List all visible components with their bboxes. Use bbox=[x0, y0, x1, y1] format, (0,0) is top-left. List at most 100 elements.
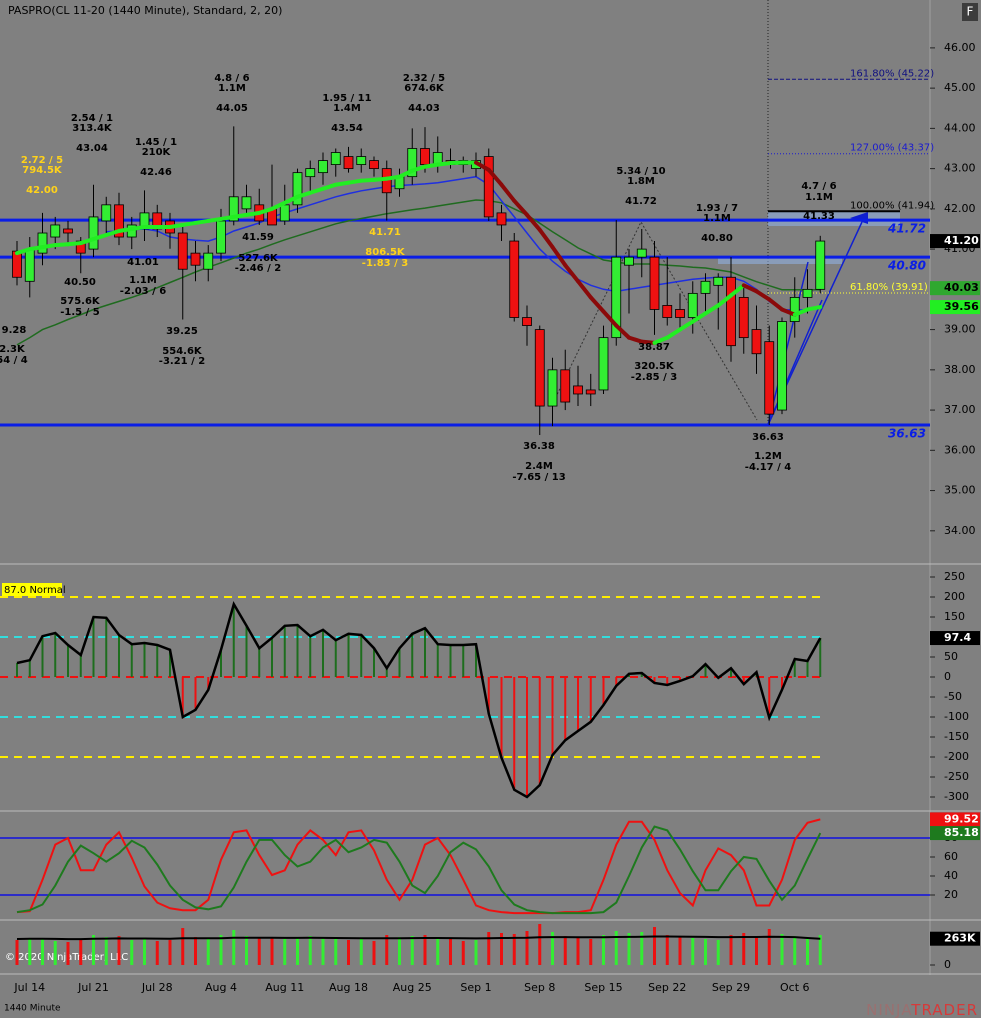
volume-bar bbox=[678, 937, 682, 965]
swing-label: 41.59 bbox=[242, 232, 274, 243]
candle-body bbox=[190, 252, 201, 266]
panel-button[interactable] bbox=[962, 3, 978, 21]
level-label: 40.80 bbox=[887, 259, 926, 273]
y-tick-label: 250 bbox=[944, 570, 965, 583]
candle-body bbox=[101, 204, 112, 222]
volume-bar bbox=[104, 937, 108, 965]
price-marker-label: 85.18 bbox=[944, 826, 979, 839]
volume-bar bbox=[117, 936, 121, 965]
volume-bar bbox=[423, 935, 427, 965]
swing-label: 1.95 / 11 bbox=[322, 93, 371, 104]
y-tick-label: 44.00 bbox=[944, 121, 976, 134]
swing-label: 2.72 / 5 bbox=[21, 155, 63, 166]
y-tick-label: 40 bbox=[944, 869, 958, 882]
volume-bar bbox=[143, 939, 146, 965]
swing-label: 806.5K bbox=[365, 247, 406, 258]
y-tick-label: 46.00 bbox=[944, 41, 976, 54]
indicator-label: 87.0 Normal bbox=[4, 585, 66, 596]
volume-bar bbox=[563, 936, 567, 965]
logo-part: TRADER bbox=[910, 1001, 978, 1018]
fast-average-segment bbox=[117, 226, 134, 233]
volume-bar bbox=[538, 924, 542, 965]
swing-label: 1.45 / 1 bbox=[135, 137, 177, 148]
price-marker-label: 39.56 bbox=[944, 300, 979, 313]
y-tick-label: 200 bbox=[944, 590, 965, 603]
volume-bar bbox=[436, 938, 440, 965]
price-marker-label: 263K bbox=[944, 932, 976, 945]
price-marker-label: 97.4 bbox=[944, 631, 971, 644]
swing-label: 527.6K bbox=[238, 253, 279, 264]
x-tick-label: Jul 28 bbox=[141, 981, 173, 994]
swing-label: 674.6K bbox=[404, 83, 445, 94]
fast-average-segment bbox=[576, 279, 593, 300]
chart-title: PASPRO(CL 11-20 (1440 Minute), Standard,… bbox=[8, 4, 282, 17]
y-tick-label: 42.00 bbox=[944, 202, 976, 215]
panel-button-label[interactable]: F bbox=[967, 5, 974, 19]
price-marker bbox=[930, 300, 980, 315]
fib-label: 161.80% (45.22) bbox=[850, 68, 934, 79]
fast-average-segment bbox=[359, 177, 376, 183]
volume-bar bbox=[627, 933, 631, 965]
swing-label: 1.1M bbox=[129, 275, 157, 286]
fast-average-segment bbox=[244, 210, 262, 217]
swing-label: 554.6K bbox=[162, 346, 203, 357]
candle-body bbox=[152, 212, 163, 230]
fast-average-segment bbox=[78, 237, 96, 246]
fast-average-segment bbox=[321, 182, 338, 191]
volume-bar bbox=[359, 939, 363, 965]
x-tick-label: Sep 15 bbox=[584, 981, 622, 994]
volume-bar bbox=[296, 937, 299, 965]
candle-body bbox=[279, 204, 290, 222]
fast-average-segment bbox=[219, 214, 236, 221]
x-tick-label: Jul 14 bbox=[13, 981, 45, 994]
volume-bar bbox=[755, 936, 758, 965]
volume-bar bbox=[729, 935, 733, 965]
fast-average-segment bbox=[282, 194, 300, 205]
volume-bar bbox=[321, 938, 325, 965]
volume-bar bbox=[206, 939, 210, 965]
candle-body bbox=[88, 216, 99, 250]
fast-average-segment bbox=[474, 160, 491, 172]
candle-body bbox=[764, 341, 775, 415]
candle-body bbox=[726, 276, 736, 347]
swing-label: -4.17 / 4 bbox=[745, 462, 791, 473]
candle-body bbox=[534, 329, 545, 407]
volume-bar bbox=[410, 936, 414, 965]
volume-bar bbox=[576, 937, 580, 965]
y-tick-label: -300 bbox=[944, 790, 969, 803]
fast-average-segment bbox=[703, 303, 721, 316]
fast-average-segment bbox=[678, 319, 695, 332]
volume-bar bbox=[653, 927, 656, 965]
volume-bar bbox=[551, 932, 554, 965]
candle-body bbox=[509, 240, 520, 318]
volume-bar bbox=[219, 935, 223, 965]
fast-average-segment bbox=[525, 212, 542, 232]
stochastic-line bbox=[16, 818, 821, 915]
candle-body bbox=[114, 204, 124, 238]
fast-average-segment bbox=[231, 212, 249, 219]
volume-bar bbox=[640, 932, 644, 965]
fib-label: 61.80% (39.91) bbox=[850, 282, 928, 293]
fast-average-segment bbox=[792, 307, 810, 317]
volume-bar bbox=[449, 939, 452, 965]
swing-label: 1.2M bbox=[754, 451, 782, 462]
volume-bar bbox=[155, 941, 159, 965]
fast-average-segment bbox=[563, 263, 580, 284]
volume-bar bbox=[818, 935, 822, 965]
zigzag bbox=[551, 220, 758, 421]
volume-bar bbox=[474, 940, 478, 965]
volume-bar bbox=[487, 932, 491, 965]
fast-average-segment bbox=[129, 224, 147, 231]
swing-label: 38.87 bbox=[638, 342, 670, 353]
volume-bar bbox=[270, 938, 274, 965]
x-tick-label: Sep 22 bbox=[648, 981, 686, 994]
candle-body bbox=[50, 224, 61, 238]
fast-average-segment bbox=[53, 242, 70, 248]
price-marker-label: 99.52 bbox=[944, 812, 979, 825]
volume-bar bbox=[257, 937, 261, 965]
candle-body bbox=[305, 168, 316, 178]
swing-label: 320.5K bbox=[634, 361, 675, 372]
logo-part: NINJA bbox=[866, 1001, 912, 1018]
fib-label: 127.00% (43.37) bbox=[850, 143, 934, 154]
swing-label: -7.65 / 13 bbox=[512, 472, 565, 483]
